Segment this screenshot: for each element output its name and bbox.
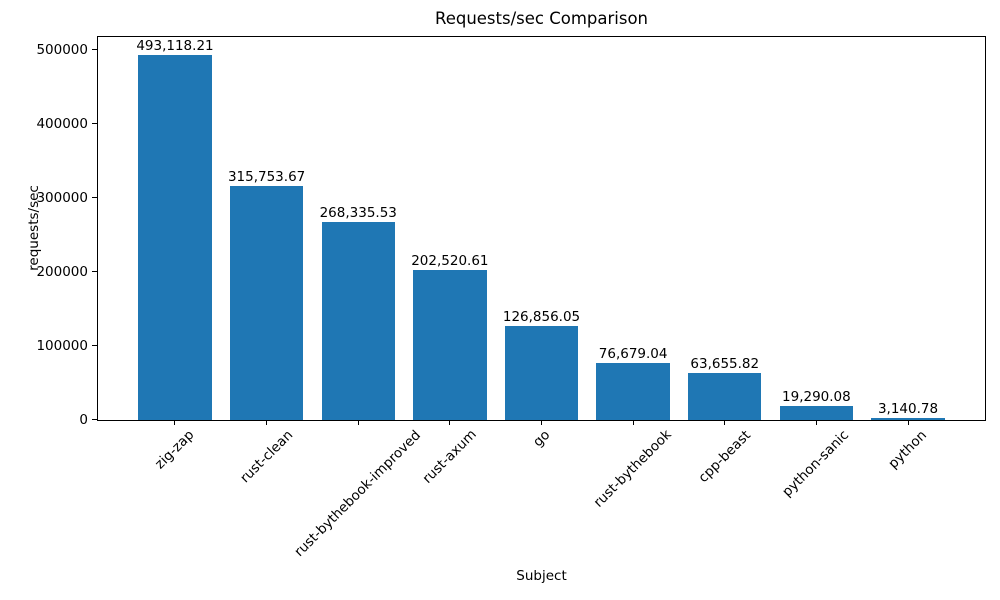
y-tick-mark [92,123,97,124]
bar-value-label: 126,856.05 [502,309,581,326]
y-tick-mark [92,197,97,198]
bar-value-label: 268,335.53 [319,204,397,221]
x-tick-mark [541,421,542,425]
bar-cpp-beast [688,372,762,420]
bar-python [871,417,945,420]
x-tick-label: python [885,426,931,472]
x-tick-mark [632,421,634,425]
y-tick-mark [92,271,97,272]
y-tick-label: 300000 [36,190,88,207]
x-tick-mark [907,421,909,425]
bar-go [504,326,579,420]
x-axis-label: Subject [516,568,567,584]
bar-value-label: 76,679.04 [598,346,668,363]
y-tick-label: 500000 [36,42,88,59]
x-tick-label: zig-zap [151,426,198,473]
y-tick-label: 0 [79,412,88,428]
bar-rust-bythebook [596,363,670,420]
bar-rust-axum [413,270,487,420]
bar-value-label: 19,290.08 [782,388,851,405]
x-tick-label: rust-axum [419,426,480,488]
bar-value-label: 202,520.61 [411,253,489,270]
y-tick-mark [92,419,97,420]
x-tick-mark [815,421,817,425]
x-tick-mark [357,421,359,425]
x-tick-mark [174,421,176,425]
x-tick-label: python-sanic [779,426,853,500]
x-tick-label: cpp-beast [695,427,754,486]
y-tick-label: 400000 [36,116,88,133]
y-tick-label: 100000 [36,338,88,355]
x-tick-mark [266,421,268,425]
x-tick-mark [724,421,726,425]
bar-zig-zap [138,55,212,420]
x-tick-label: go [529,427,553,451]
bar-value-label: 315,753.67 [227,169,306,186]
bar-value-label: 3,140.78 [877,400,939,417]
y-tick-mark [92,49,97,50]
bar-value-label: 63,655.82 [690,355,760,372]
y-tick-label: 200000 [36,264,88,281]
x-tick-mark [449,421,451,425]
chart-title: Requests/sec Comparison [434,9,649,28]
x-tick-label: rust-clean [236,427,296,487]
bar-python-sanic [779,405,854,420]
bar-rust-bythebook-improved [321,221,395,420]
y-tick-mark [92,345,97,346]
x-tick-label: rust-bythebook-improved [291,427,425,560]
bar-value-label: 493,118.21 [136,38,214,55]
bar-rust-clean [229,186,304,420]
x-tick-label: rust-bythebook [590,427,675,512]
